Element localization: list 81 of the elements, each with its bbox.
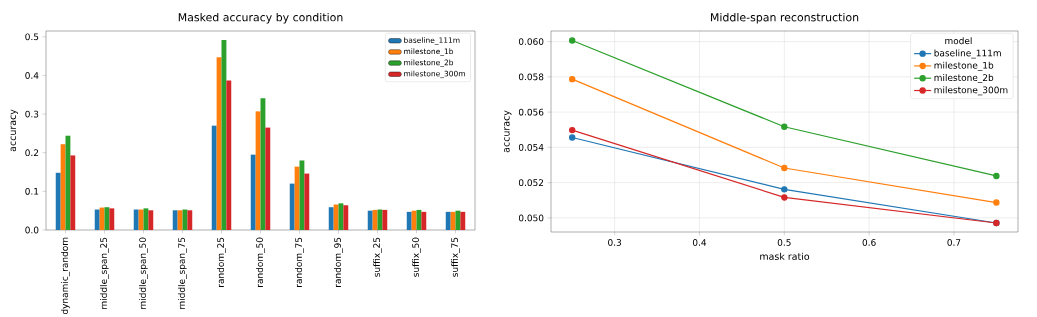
bar: [133, 209, 139, 230]
x-tick-label: dynamic_random: [61, 237, 70, 315]
point: [569, 134, 576, 141]
y-tick-label: 0.4: [25, 72, 39, 79]
y-tick-label: 0.5: [25, 33, 39, 41]
x-tick-label: suffix_75: [451, 237, 460, 277]
y-tick-label: 0.050: [518, 214, 544, 222]
bar: [450, 211, 456, 230]
bar: [216, 57, 222, 230]
bar: [250, 154, 256, 230]
bar: [382, 209, 388, 230]
legend-label: milestone_1b: [934, 61, 994, 71]
bar: [255, 111, 261, 230]
x-tick-label: middle_span_25: [100, 237, 109, 309]
bar: [328, 207, 334, 230]
chart-title: Masked accuracy by condition: [178, 12, 343, 24]
point: [569, 37, 576, 44]
x-tick-label: random_50: [256, 237, 265, 287]
bar: [94, 209, 100, 230]
legend-title: model: [945, 37, 972, 45]
x-tick-label: suffix_50: [412, 237, 421, 277]
y-tick-label: 0.054: [518, 143, 544, 151]
bar: [265, 127, 271, 230]
point: [781, 186, 788, 193]
bar: [138, 209, 144, 230]
bar: [304, 173, 310, 230]
bar: [289, 183, 295, 230]
point: [781, 123, 788, 130]
bar: [294, 166, 300, 230]
x-tick-label: 0.3: [608, 239, 622, 246]
bar: [55, 172, 61, 230]
chart-title: Middle-span reconstruction: [711, 12, 859, 24]
bar: [60, 144, 66, 230]
bar: [411, 210, 417, 230]
bar: [99, 207, 105, 230]
point: [781, 164, 788, 172]
x-tick-label: random_25: [217, 237, 226, 287]
bar: [445, 211, 451, 230]
bar: [367, 210, 373, 230]
x-tick-label: middle_span_75: [178, 237, 187, 309]
bar: [172, 210, 178, 230]
x-tick-label: suffix_25: [373, 237, 382, 277]
x-tick-label: 0.5: [777, 239, 791, 246]
bar: [372, 209, 378, 230]
point: [993, 199, 1000, 206]
bar: [343, 205, 349, 230]
bar: [406, 211, 412, 230]
bar: [226, 80, 232, 230]
y-tick-label: 0.2: [25, 149, 39, 157]
bar: [333, 204, 339, 230]
bar: [177, 210, 183, 230]
bar: [211, 125, 217, 230]
x-tick-label: random_95: [334, 237, 343, 287]
bar: [187, 210, 193, 230]
y-tick-label: 0.056: [518, 108, 544, 116]
legend-label: milestone_300m: [934, 86, 1008, 96]
x-tick-label: 0.4: [692, 239, 707, 246]
y-tick-label: 0.058: [518, 73, 544, 81]
y-tick-label: 0.1: [25, 187, 39, 195]
bar: [421, 211, 427, 230]
x-tick-label: middle_span_50: [139, 237, 148, 309]
x-tick-label: 0.7: [947, 239, 961, 246]
bar: [70, 155, 76, 230]
y-tick-label: 0.0: [25, 226, 39, 234]
point: [569, 75, 576, 83]
point: [781, 194, 788, 201]
bar: [460, 211, 466, 230]
point: [569, 126, 576, 134]
y-tick-label: 0.060: [518, 38, 544, 45]
y-axis-title: accuracy: [504, 110, 512, 153]
x-tick-label: 0.6: [862, 239, 876, 246]
bar: [109, 208, 115, 230]
legend-label: milestone_2b: [934, 74, 994, 83]
y-tick-label: 0.052: [518, 179, 544, 187]
y-tick-label: 0.3: [25, 110, 39, 118]
y-axis-title: accuracy: [10, 109, 18, 152]
legend-label: baseline_111m: [934, 49, 1001, 59]
x-axis-title: mask ratio: [760, 252, 810, 260]
point: [993, 172, 1000, 180]
bar: [148, 210, 154, 230]
x-tick-label: random_75: [295, 237, 304, 287]
